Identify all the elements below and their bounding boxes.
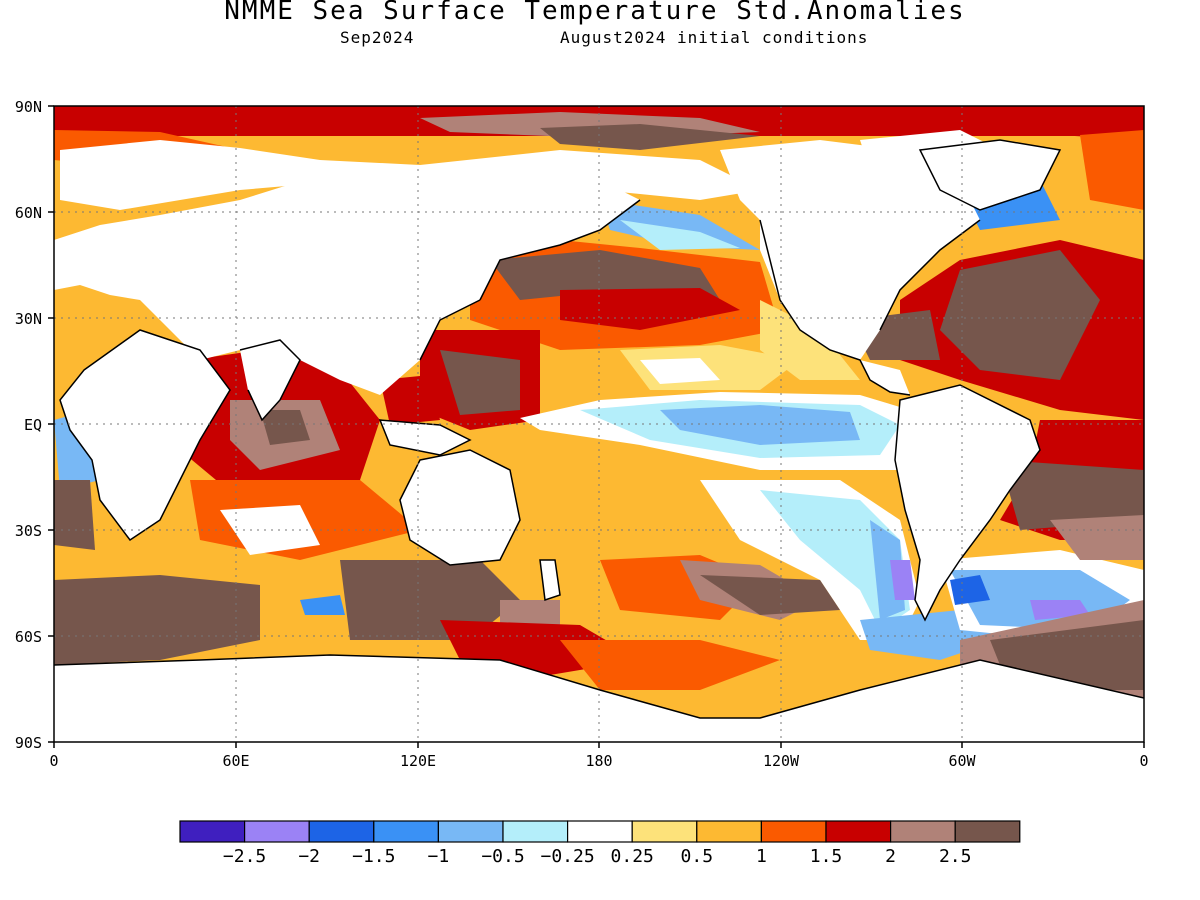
lon-label: 120W — [763, 752, 800, 770]
colorbar-swatch — [308, 820, 375, 843]
initial-conditions-label: August2024 initial conditions — [560, 28, 869, 47]
lon-label: 60W — [948, 752, 976, 770]
lat-label: 90N — [15, 98, 42, 116]
lat-label: 30N — [15, 310, 42, 328]
lon-label: 180 — [585, 752, 612, 770]
lon-label: 0 — [49, 752, 58, 770]
colorbar-label: 2 — [885, 846, 896, 867]
lon-label: 60E — [222, 752, 249, 770]
colorbar-swatch — [244, 820, 310, 843]
colorbar-swatch — [502, 820, 569, 843]
colorbar-swatch — [373, 820, 439, 843]
lon-label: 0 — [1139, 752, 1148, 770]
graticule — [54, 106, 1144, 742]
colorbar-swatch — [179, 820, 246, 843]
colorbar-label: −1.5 — [352, 846, 395, 867]
colorbar-label: −0.5 — [481, 846, 524, 867]
lat-label: EQ — [24, 416, 42, 434]
colorbar-swatch — [825, 820, 892, 843]
colorbar-swatch — [889, 820, 956, 843]
colorbar-swatch — [760, 820, 827, 843]
colorbar-label: −0.25 — [541, 846, 595, 867]
colorbar-swatch — [696, 820, 762, 843]
colorbar-label: −2.5 — [223, 846, 266, 867]
colorbar: −2.5 −2 −1.5 −1 −0.5 −0.25 0.25 0.5 1 1.5 2 2.5 — [179, 820, 1021, 867]
colorbar-label: −2 — [298, 846, 320, 867]
forecast-month: Sep2024 — [340, 28, 415, 47]
colorbar-label: −1 — [428, 846, 450, 867]
colorbar-swatch — [954, 820, 1021, 843]
lat-label: 90S — [15, 734, 42, 752]
colorbar-label: 1 — [756, 846, 767, 867]
colorbar-label: 2.5 — [939, 846, 972, 867]
colorbar-label: 0.5 — [681, 846, 714, 867]
lat-label: 60S — [15, 628, 42, 646]
lon-label: 120E — [400, 752, 436, 770]
colorbar-label: 1.5 — [810, 846, 843, 867]
colorbar-label: 0.25 — [611, 846, 654, 867]
lat-label: 60N — [15, 204, 42, 222]
map-title: NMME Sea Surface Temperature Std.Anomali… — [224, 0, 966, 26]
lat-label: 30S — [15, 522, 42, 540]
colorbar-swatch — [566, 820, 633, 843]
colorbar-swatch — [631, 820, 698, 843]
colorbar-swatch — [437, 820, 504, 843]
